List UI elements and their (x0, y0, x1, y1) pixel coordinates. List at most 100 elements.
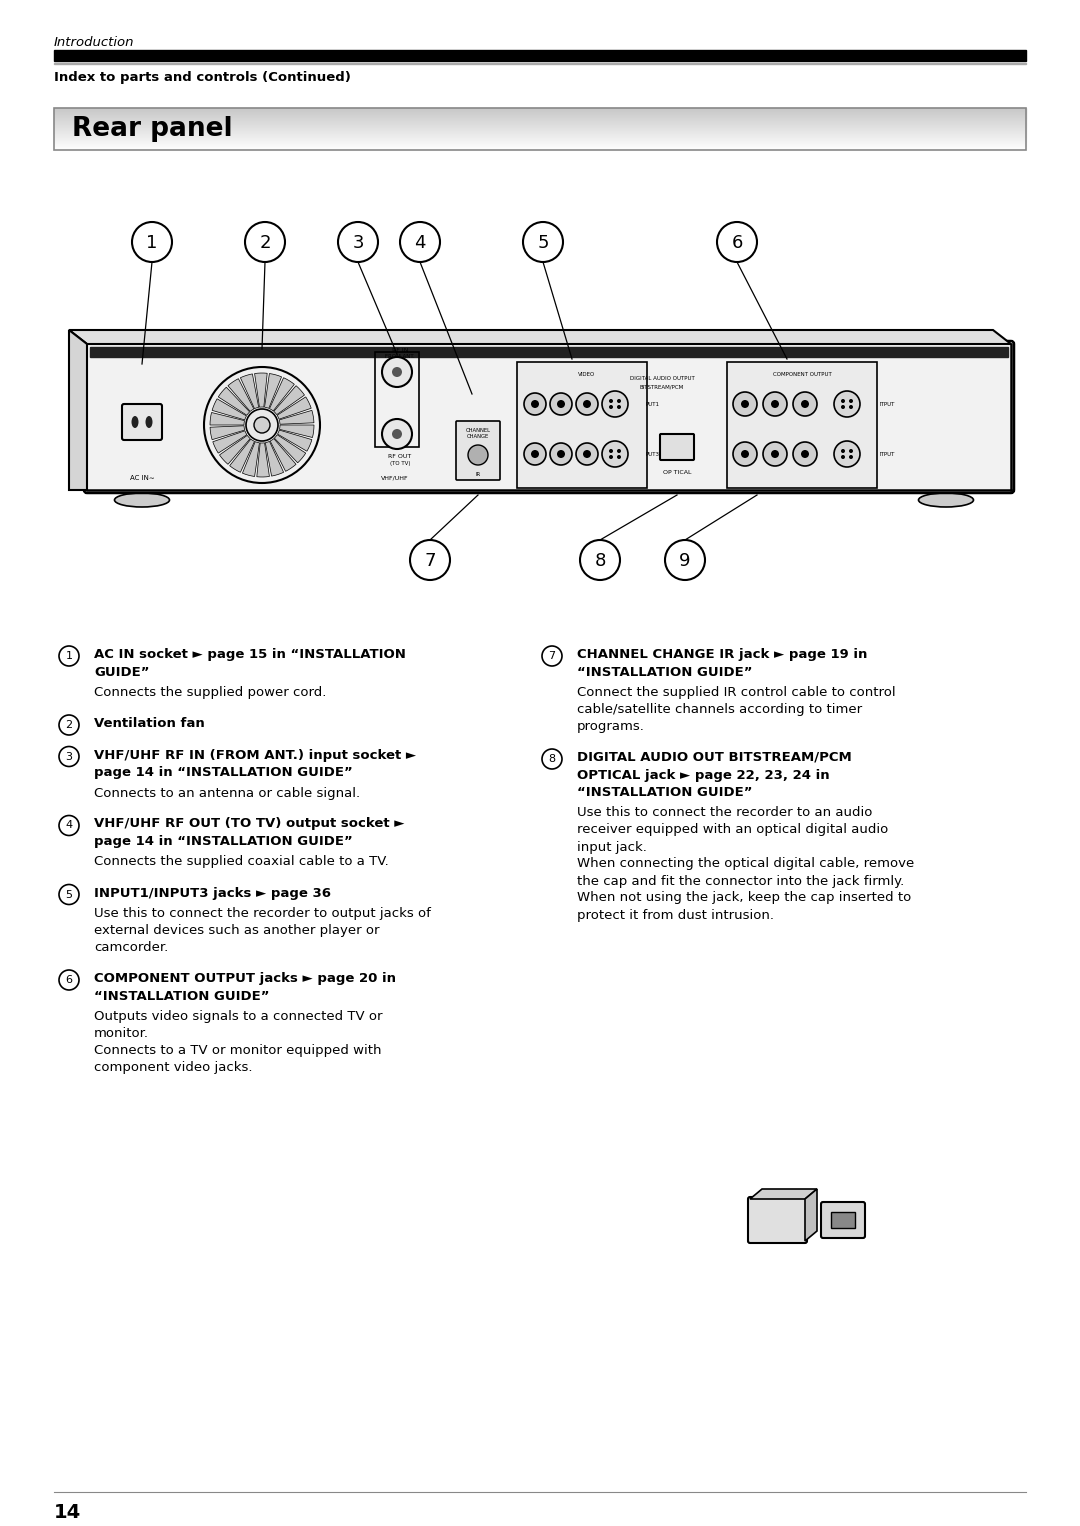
Text: DIGITAL AUDIO OUTPUT: DIGITAL AUDIO OUTPUT (630, 377, 694, 382)
Polygon shape (212, 398, 246, 420)
Circle shape (834, 441, 860, 467)
Polygon shape (750, 1189, 816, 1199)
Circle shape (392, 366, 402, 377)
Text: Connects the supplied coaxial cable to a TV.: Connects the supplied coaxial cable to a… (94, 856, 389, 868)
Circle shape (410, 540, 450, 580)
Circle shape (246, 409, 278, 441)
Bar (90, 346, 1008, 357)
Text: 5: 5 (537, 233, 549, 252)
Text: 7: 7 (549, 652, 555, 661)
Circle shape (841, 455, 845, 459)
Circle shape (793, 392, 816, 417)
Text: Use this to connect the recorder to output jacks of: Use this to connect the recorder to outp… (94, 906, 431, 920)
Circle shape (59, 815, 79, 836)
Circle shape (576, 394, 598, 415)
Bar (831, 1212, 855, 1228)
Circle shape (580, 540, 620, 580)
Text: Index to parts and controls (Continued): Index to parts and controls (Continued) (54, 72, 351, 84)
Polygon shape (278, 397, 311, 420)
Circle shape (583, 400, 591, 407)
Text: 8: 8 (549, 754, 555, 765)
Text: 3: 3 (352, 233, 364, 252)
FancyBboxPatch shape (660, 433, 694, 459)
Circle shape (382, 420, 411, 449)
Text: 6: 6 (731, 233, 743, 252)
Circle shape (733, 443, 757, 465)
Circle shape (741, 450, 750, 458)
Text: “INSTALLATION GUIDE”: “INSTALLATION GUIDE” (577, 665, 753, 679)
Circle shape (550, 394, 572, 415)
Text: 2: 2 (66, 720, 72, 729)
Circle shape (400, 221, 440, 262)
Circle shape (59, 971, 79, 990)
Text: Connects to an antenna or cable signal.: Connects to an antenna or cable signal. (94, 786, 360, 800)
Text: IR: IR (475, 472, 481, 476)
Text: RF OUT: RF OUT (389, 453, 411, 458)
Bar (54, 50, 1026, 61)
FancyBboxPatch shape (122, 404, 162, 439)
Text: ITPUT: ITPUT (879, 401, 894, 406)
Circle shape (557, 400, 565, 407)
Polygon shape (278, 430, 312, 452)
Circle shape (602, 391, 627, 417)
Circle shape (523, 221, 563, 262)
Text: Connect the supplied IR control cable to control: Connect the supplied IR control cable to… (577, 687, 895, 699)
Circle shape (733, 392, 757, 417)
Polygon shape (270, 438, 296, 472)
Circle shape (609, 455, 613, 459)
Text: CHANNEL CHANGE IR jack ► page 19 in: CHANNEL CHANGE IR jack ► page 19 in (577, 649, 867, 661)
Text: cable/satellite channels according to timer: cable/satellite channels according to ti… (577, 703, 862, 716)
Ellipse shape (132, 417, 138, 427)
Polygon shape (255, 372, 267, 407)
Text: 9: 9 (679, 552, 691, 571)
Circle shape (583, 450, 591, 458)
Circle shape (609, 398, 613, 403)
Text: ITPUT: ITPUT (879, 452, 894, 456)
Bar (727, 362, 877, 488)
Circle shape (617, 449, 621, 453)
Circle shape (59, 746, 79, 766)
Ellipse shape (114, 493, 170, 507)
Circle shape (254, 417, 270, 433)
Circle shape (609, 449, 613, 453)
Text: 14: 14 (54, 1503, 81, 1523)
Text: “INSTALLATION GUIDE”: “INSTALLATION GUIDE” (94, 989, 270, 1003)
Text: 5: 5 (66, 890, 72, 899)
Ellipse shape (918, 493, 973, 507)
Circle shape (524, 394, 546, 415)
Text: 7: 7 (424, 552, 435, 571)
Circle shape (531, 450, 539, 458)
Polygon shape (280, 410, 314, 424)
Circle shape (550, 443, 572, 465)
Text: OPTICAL jack ► page 22, 23, 24 in: OPTICAL jack ► page 22, 23, 24 in (577, 769, 829, 781)
Circle shape (542, 645, 562, 665)
Ellipse shape (146, 417, 152, 427)
Circle shape (849, 455, 853, 459)
Text: VIDEO: VIDEO (579, 371, 596, 377)
Bar (54, 108, 1026, 150)
Polygon shape (69, 330, 87, 490)
Circle shape (762, 392, 787, 417)
Circle shape (245, 221, 285, 262)
Circle shape (841, 404, 845, 409)
Text: (TO TV): (TO TV) (390, 461, 410, 465)
Text: Ventilation fan: Ventilation fan (94, 717, 205, 729)
Text: COMPONENT OUTPUT: COMPONENT OUTPUT (772, 372, 832, 377)
Circle shape (557, 450, 565, 458)
Circle shape (849, 449, 853, 453)
Text: 6: 6 (66, 975, 72, 984)
Circle shape (617, 398, 621, 403)
Text: programs.: programs. (577, 720, 645, 732)
Circle shape (204, 366, 320, 484)
Circle shape (834, 391, 860, 417)
Text: “INSTALLATION GUIDE”: “INSTALLATION GUIDE” (577, 786, 753, 800)
Polygon shape (274, 435, 306, 462)
Circle shape (338, 221, 378, 262)
Text: page 14 in “INSTALLATION GUIDE”: page 14 in “INSTALLATION GUIDE” (94, 835, 353, 848)
Circle shape (771, 400, 779, 407)
Circle shape (717, 221, 757, 262)
Circle shape (849, 398, 853, 403)
Polygon shape (805, 1189, 816, 1241)
Text: VHF/UHF: VHF/UHF (381, 476, 409, 481)
Text: protect it from dust intrusion.: protect it from dust intrusion. (577, 908, 774, 922)
